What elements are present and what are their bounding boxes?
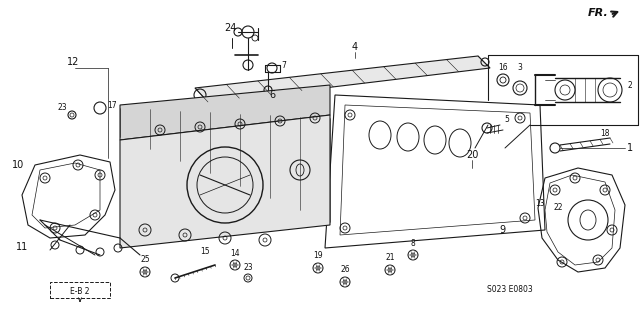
Text: 23: 23 (243, 263, 253, 272)
Text: 10: 10 (12, 160, 24, 170)
Text: 20: 20 (466, 150, 478, 160)
Polygon shape (120, 85, 330, 140)
Text: 12: 12 (67, 57, 79, 67)
Text: 21: 21 (385, 254, 395, 263)
Text: 8: 8 (411, 239, 415, 248)
Text: 16: 16 (498, 63, 508, 72)
Text: 22: 22 (553, 204, 563, 212)
Text: 2: 2 (628, 80, 632, 90)
Text: 17: 17 (107, 100, 117, 109)
Text: 3: 3 (518, 63, 522, 72)
Text: 26: 26 (340, 265, 350, 275)
Text: 19: 19 (313, 251, 323, 261)
Text: 15: 15 (200, 248, 210, 256)
Text: 14: 14 (230, 249, 240, 257)
Text: 13: 13 (535, 198, 545, 207)
Text: 1: 1 (627, 143, 633, 153)
Text: 23: 23 (57, 103, 67, 113)
Polygon shape (120, 115, 330, 248)
Text: S023 E0803: S023 E0803 (487, 285, 533, 293)
Text: 7: 7 (282, 61, 287, 70)
Text: 25: 25 (140, 256, 150, 264)
Text: 11: 11 (16, 242, 28, 252)
Text: FR.: FR. (588, 8, 609, 18)
Text: E-B 2: E-B 2 (70, 286, 90, 295)
Text: 5: 5 (504, 115, 509, 124)
Polygon shape (195, 56, 490, 102)
Text: 24: 24 (224, 23, 236, 33)
Text: 6: 6 (269, 90, 275, 100)
Text: 9: 9 (499, 225, 505, 235)
Text: 18: 18 (600, 129, 610, 137)
Text: 4: 4 (352, 42, 358, 52)
